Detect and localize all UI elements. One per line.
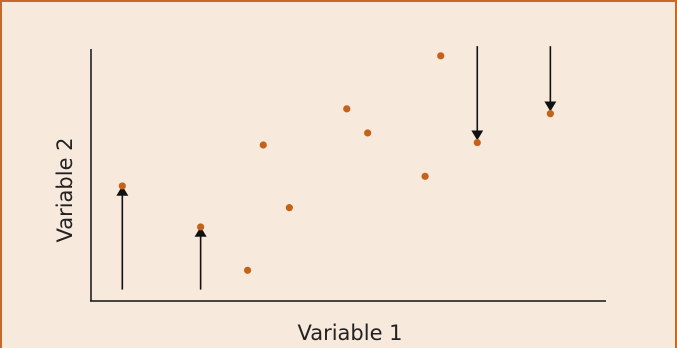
data-point-2: [197, 223, 205, 231]
arrows-layer: [116, 46, 557, 290]
data-point-11: [546, 110, 554, 118]
y-axis-label: Variable 2: [53, 137, 77, 242]
data-point-5: [285, 204, 293, 212]
data-point-1: [118, 182, 126, 190]
points-layer: [118, 52, 554, 274]
data-point-4: [259, 141, 267, 149]
data-point-7: [364, 129, 372, 137]
x-axis-label: Variable 1: [297, 321, 402, 345]
data-point-6: [343, 105, 351, 113]
data-point-3: [244, 266, 252, 274]
data-point-8: [421, 172, 429, 180]
data-point-10: [473, 138, 481, 147]
data-point-9: [437, 52, 445, 60]
